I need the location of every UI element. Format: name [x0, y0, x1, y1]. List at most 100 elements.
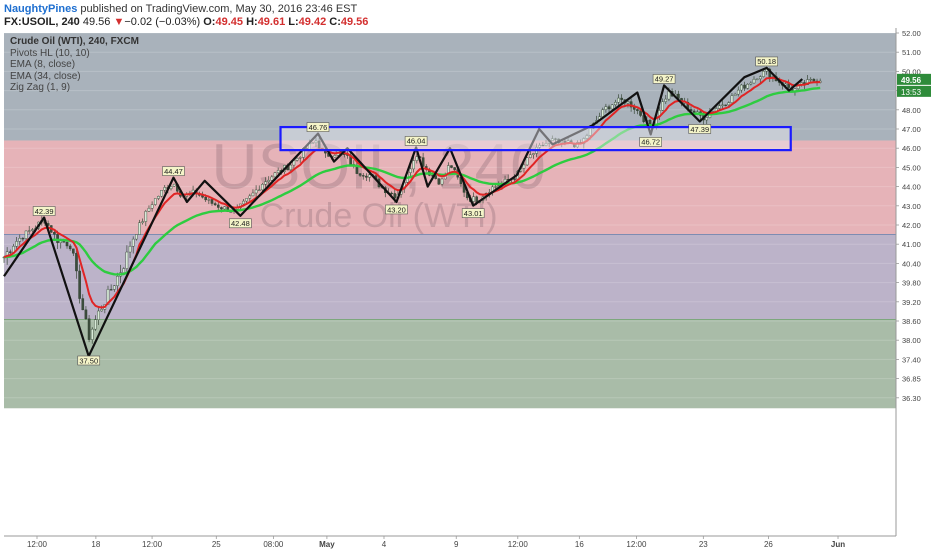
candle: [254, 189, 258, 194]
candle: [81, 298, 85, 311]
candle: [276, 170, 280, 173]
candle: [251, 192, 255, 197]
pivot-label-box: [77, 355, 101, 366]
candle: [358, 173, 362, 176]
candle: [75, 253, 78, 272]
candle: [494, 186, 497, 188]
pivot-label-box: [639, 137, 663, 147]
candle: [610, 104, 614, 110]
legend-item-zigzag[interactable]: Zig Zag (1, 9): [10, 82, 71, 93]
candle: [257, 189, 261, 191]
candle: [87, 318, 91, 340]
candle: [261, 184, 264, 191]
candle: [213, 203, 217, 206]
legend-item-ema8[interactable]: EMA (8, close): [10, 59, 76, 70]
candle: [554, 138, 557, 140]
candle: [415, 156, 419, 161]
price-tick-label: 46.00: [902, 144, 921, 153]
time-tick-label: 16: [575, 540, 584, 549]
candle: [412, 160, 415, 170]
candle: [601, 109, 605, 117]
candle: [172, 183, 176, 187]
candle: [128, 246, 132, 253]
candle: [100, 309, 103, 312]
candle: [532, 153, 535, 155]
pivot-label: 46.72: [641, 138, 660, 147]
candle: [585, 135, 589, 139]
candle: [604, 106, 608, 110]
candle: [90, 328, 94, 340]
candle: [144, 211, 148, 222]
resistance-box: [279, 125, 792, 152]
candle: [522, 164, 526, 169]
time-tick-label: 25: [212, 540, 221, 549]
candle: [661, 101, 664, 111]
candle: [333, 155, 337, 158]
candle: [21, 238, 25, 240]
price-tick-label: 52.00: [902, 29, 921, 38]
candle: [216, 204, 220, 208]
pivot-label-box: [162, 166, 185, 176]
candle: [68, 245, 72, 250]
time-tick-label: Jun: [831, 540, 845, 549]
candle: [109, 289, 113, 291]
watermark-name: Crude Oil (WTI): [260, 197, 498, 235]
pivot-label-box: [404, 136, 428, 146]
pivot-label: 43.01: [464, 209, 483, 218]
candle: [157, 196, 160, 199]
pivot-label: 42.48: [231, 219, 250, 228]
time-tick-label: 12:00: [27, 540, 48, 549]
close-label: C:: [329, 16, 341, 28]
price-tick-label: 50.00: [902, 67, 921, 76]
candle: [746, 84, 749, 89]
last-price: 49.56: [82, 16, 111, 28]
indicator-legend: Crude Oil (WTI), 240, FXCM Pivots HL (10…: [10, 36, 139, 94]
candle: [112, 285, 116, 290]
candle: [636, 109, 639, 111]
time-axis: [0, 536, 932, 550]
price-tick-label: 45.00: [902, 163, 921, 172]
legend-item-ema34[interactable]: EMA (34, close): [10, 70, 81, 82]
candle: [617, 97, 620, 103]
candle: [18, 238, 22, 242]
time-tick-label: 08:00: [263, 540, 284, 549]
low-value: 49.42: [298, 16, 327, 28]
price-tick-label: 51.00: [902, 48, 921, 57]
time-tick-label: 4: [382, 540, 387, 549]
candle: [264, 181, 267, 185]
candle: [541, 144, 545, 147]
low-label: L:: [288, 16, 299, 28]
candle: [150, 204, 154, 209]
candle: [472, 196, 475, 202]
candle: [806, 79, 809, 85]
candle: [295, 158, 299, 161]
change-arrow-icon: ▼: [113, 16, 125, 28]
price-tick-label: 37.40: [902, 355, 921, 364]
price-tick-label: 44.00: [902, 183, 921, 192]
candle: [440, 178, 444, 185]
current-price-label: 49.56: [901, 76, 922, 85]
pivot-label-box: [652, 74, 676, 84]
candle: [248, 195, 252, 199]
pivot-label: 42.39: [35, 207, 54, 216]
candle: [365, 175, 368, 178]
candle: [223, 206, 226, 210]
candle: [421, 157, 425, 167]
candle: [72, 248, 75, 254]
candle: [733, 93, 737, 96]
price-tick-label: 43.00: [902, 202, 921, 211]
candle: [762, 71, 765, 77]
candle: [525, 157, 529, 166]
candle: [787, 83, 790, 88]
legend-item-pivots[interactable]: Pivots HL (10, 10): [10, 47, 90, 59]
pivot-label-box: [32, 206, 56, 216]
candle: [727, 102, 731, 106]
candle: [607, 106, 611, 110]
candle: [56, 234, 59, 243]
author-link[interactable]: NaughtyPines: [4, 3, 78, 15]
header-bar: NaughtyPines published on TradingView.co…: [0, 0, 932, 30]
price-tick-label: 38.00: [902, 336, 921, 345]
candle: [270, 176, 274, 181]
published-text: published on TradingView.com, May 30, 20…: [77, 3, 358, 15]
